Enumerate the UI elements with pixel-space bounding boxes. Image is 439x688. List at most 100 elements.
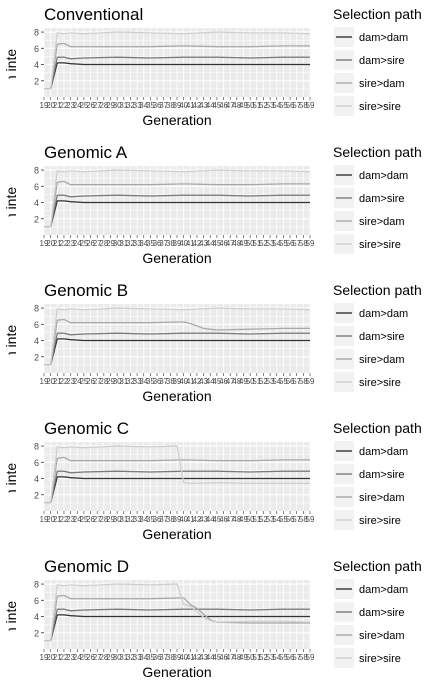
x-tick-label: 56 xyxy=(286,653,295,662)
x-tick-label: 53 xyxy=(266,101,275,110)
x-tick-label: 58 xyxy=(299,653,308,662)
chart-panel-1: 2468192021222324252627282930313233343536… xyxy=(3,143,422,266)
x-tick-label: 34 xyxy=(139,239,148,248)
x-tick-label: 51 xyxy=(252,377,261,386)
x-tick-label: 27 xyxy=(93,377,102,386)
x-tick-label: 28 xyxy=(99,515,108,524)
y-tick-label: 2 xyxy=(34,352,39,362)
x-tick-label: 37 xyxy=(159,377,168,386)
series-line-dam>dam xyxy=(44,62,310,90)
legend-label: sire>dam xyxy=(359,630,405,642)
x-tick-label: 52 xyxy=(259,653,268,662)
x-tick-label: 54 xyxy=(272,101,281,110)
x-tick-label: 19 xyxy=(40,653,49,662)
x-tick-label: 41 xyxy=(186,515,195,524)
chart-panel-4: 2468192021222324252627282930313233343536… xyxy=(3,557,422,680)
x-tick-label: 20 xyxy=(46,239,55,248)
x-tick-label: 48 xyxy=(232,515,241,524)
x-tick-label: 22 xyxy=(59,377,68,386)
x-tick-label: 25 xyxy=(79,239,88,248)
chart-panel-0: 2468192021222324252627282930313233343536… xyxy=(3,5,422,128)
chart-panel-3: 2468192021222324252627282930313233343536… xyxy=(3,419,422,542)
x-tick-label: 26 xyxy=(86,101,95,110)
x-tick-label: 47 xyxy=(226,515,235,524)
x-tick-label: 50 xyxy=(246,653,255,662)
x-axis-label: Generation xyxy=(142,664,211,680)
x-tick-label: 36 xyxy=(153,101,162,110)
x-tick-label: 34 xyxy=(139,377,148,386)
x-tick-label: 28 xyxy=(99,239,108,248)
x-tick-label: 44 xyxy=(206,653,215,662)
x-tick-label: 21 xyxy=(53,653,62,662)
x-tick-label: 31 xyxy=(119,653,128,662)
series-line-dam>sire xyxy=(44,332,310,366)
x-tick-label: 59 xyxy=(306,377,315,386)
x-tick-label: 35 xyxy=(146,101,155,110)
x-tick-label: 37 xyxy=(159,101,168,110)
x-tick-label: 58 xyxy=(299,101,308,110)
x-tick-label: 52 xyxy=(259,239,268,248)
series-line-dam>dam xyxy=(44,476,310,504)
series-line-sire>sire xyxy=(44,31,311,90)
legend-label: sire>dam xyxy=(359,492,405,504)
y-tick-label: 2 xyxy=(34,490,39,500)
x-tick-label: 52 xyxy=(259,377,268,386)
x-tick-label: 46 xyxy=(219,239,228,248)
x-tick-label: 47 xyxy=(226,101,235,110)
x-tick-label: 24 xyxy=(73,101,82,110)
chart-title: Genomic B xyxy=(44,281,128,300)
y-tick-label: 2 xyxy=(34,76,39,86)
series-line-sire>dam xyxy=(44,456,310,504)
x-tick-label: 49 xyxy=(239,239,248,248)
x-tick-label: 45 xyxy=(212,101,221,110)
series-line-dam>dam xyxy=(44,338,310,366)
x-tick-label: 19 xyxy=(40,377,49,386)
x-tick-label: 30 xyxy=(113,653,122,662)
x-tick-label: 28 xyxy=(99,653,108,662)
x-tick-label: 56 xyxy=(286,515,295,524)
chart-title: Genomic A xyxy=(44,143,128,162)
x-tick-label: 48 xyxy=(232,653,241,662)
x-tick-label: 58 xyxy=(299,515,308,524)
x-tick-label: 50 xyxy=(246,239,255,248)
x-tick-label: 42 xyxy=(192,239,201,248)
legend-label: dam>sire xyxy=(359,193,405,205)
x-tick-label: 39 xyxy=(173,515,182,524)
legend-label: dam>dam xyxy=(359,32,408,44)
x-tick-label: 49 xyxy=(239,653,248,662)
chart-panel-2: 2468192021222324252627282930313233343536… xyxy=(3,281,422,404)
y-tick-label: 8 xyxy=(34,166,39,176)
x-tick-label: 23 xyxy=(66,101,75,110)
x-tick-label: 56 xyxy=(286,101,295,110)
x-tick-label: 33 xyxy=(133,653,142,662)
x-tick-label: 28 xyxy=(99,101,108,110)
x-tick-label: 27 xyxy=(93,101,102,110)
x-tick-label: 57 xyxy=(292,653,301,662)
x-tick-label: 32 xyxy=(126,101,135,110)
x-tick-label: 24 xyxy=(73,515,82,524)
x-tick-label: 51 xyxy=(252,515,261,524)
x-tick-label: 26 xyxy=(86,515,95,524)
x-tick-label: 29 xyxy=(106,101,115,110)
y-tick-label: 6 xyxy=(34,596,39,606)
x-tick-label: 54 xyxy=(272,239,281,248)
x-tick-label: 59 xyxy=(306,239,315,248)
x-tick-label: 43 xyxy=(199,239,208,248)
x-tick-label: 39 xyxy=(173,101,182,110)
chart-title: Conventional xyxy=(44,5,143,24)
x-tick-label: 31 xyxy=(119,377,128,386)
x-tick-label: 32 xyxy=(126,377,135,386)
x-axis-label: Generation xyxy=(142,526,211,542)
x-tick-label: 35 xyxy=(146,377,155,386)
x-tick-label: 31 xyxy=(119,239,128,248)
x-tick-label: 33 xyxy=(133,377,142,386)
x-tick-label: 30 xyxy=(113,515,122,524)
x-tick-label: 23 xyxy=(66,653,75,662)
y-tick-label: 6 xyxy=(34,320,39,330)
x-tick-label: 37 xyxy=(159,239,168,248)
x-tick-label: 39 xyxy=(173,239,182,248)
legend-label: sire>dam xyxy=(359,216,405,228)
x-tick-label: 32 xyxy=(126,239,135,248)
legend-label: dam>dam xyxy=(359,170,408,182)
